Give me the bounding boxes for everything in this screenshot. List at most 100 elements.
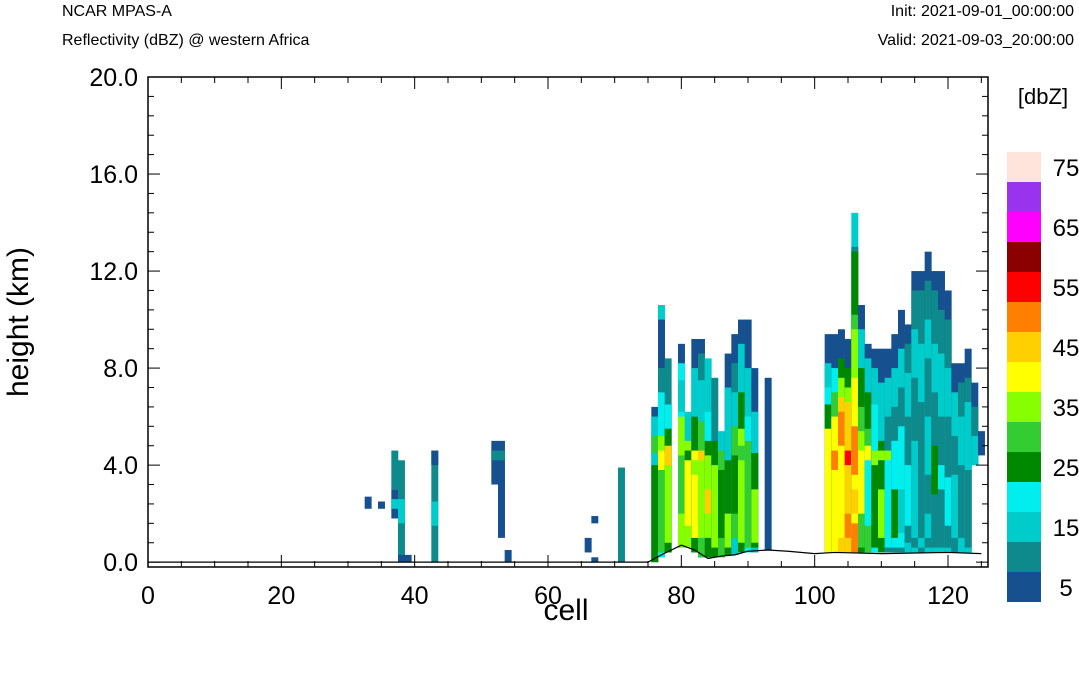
colorbar-label: 65: [1053, 215, 1079, 242]
terrain-profile: [148, 544, 982, 563]
reflectivity-cell: [691, 460, 699, 475]
reflectivity-cell: [731, 455, 739, 514]
reflectivity-cell: [824, 428, 832, 553]
reflectivity-cell: [704, 489, 712, 514]
reflectivity-cell: [904, 465, 912, 526]
x-tick-label: 120: [927, 582, 969, 610]
reflectivity-cell: [931, 445, 939, 495]
reflectivity-cell: [491, 440, 499, 485]
colorbar-swatch: [1007, 302, 1041, 332]
reflectivity-cell: [838, 411, 845, 446]
reflectivity-cell: [851, 489, 859, 514]
reflectivity-cell: [851, 329, 859, 354]
colorbar: [dbZ] 5 15 25 35 45 55 65 75: [1007, 84, 1079, 602]
plot-frame: [147, 76, 989, 568]
reflectivity-cell: [378, 501, 385, 509]
reflectivity-cell: [851, 426, 859, 475]
reflectivity-cell: [504, 550, 512, 563]
colorbar-label: 55: [1053, 275, 1079, 302]
reflectivity-cell: [698, 450, 705, 461]
colorbar-swatch: [1007, 482, 1041, 512]
model-label: NCAR MPAS-A: [62, 3, 172, 20]
reflectivity-cell: [831, 416, 839, 553]
reflectivity-cell: [651, 436, 659, 453]
reflectivity-cell: [664, 445, 672, 466]
colorbar-label: 5: [1059, 575, 1072, 602]
reflectivity-cell: [691, 450, 699, 538]
reflectivity-cell: [851, 523, 859, 553]
reflectivity-cell: [664, 404, 672, 429]
colorbar-swatch: [1007, 362, 1041, 392]
colorbar-swatch: [1007, 272, 1041, 302]
reflectivity-cell: [951, 474, 959, 538]
y-tick-label: 8.0: [103, 355, 138, 383]
reflectivity-cell: [764, 377, 772, 551]
reflectivity-cell: [664, 452, 672, 543]
reflectivity-cell: [844, 450, 852, 470]
reflectivity-cell: [884, 450, 892, 461]
colorbar-swatch: [1007, 572, 1041, 602]
reflectivity-cell: [744, 440, 752, 548]
reflectivity-cell: [391, 450, 399, 490]
reflectivity-cell: [724, 513, 732, 548]
colorbar-label: 75: [1053, 155, 1079, 182]
reflectivity-cell: [891, 489, 899, 538]
reflectivity-cell: [684, 450, 692, 461]
reflectivity-cell: [618, 467, 625, 563]
reflectivity-cell: [658, 319, 665, 369]
reflectivity-cell: [658, 450, 665, 470]
x-tick-label: 100: [794, 582, 836, 610]
reflectivity-cell: [751, 489, 759, 543]
reflectivity-cell: [498, 440, 505, 538]
colorbar-swatch: [1007, 392, 1041, 422]
y-tick-label: 12.0: [89, 258, 138, 286]
reflectivity-cell: [738, 445, 745, 461]
reflectivity-cell: [431, 501, 439, 526]
reflectivity-cell: [924, 474, 932, 514]
reflectivity-cell: [858, 431, 865, 451]
reflectivity-cell: [858, 440, 865, 514]
reflectivity-cell: [698, 455, 705, 538]
colorbar-label: 35: [1053, 395, 1079, 422]
y-tick-label: 4.0: [103, 452, 138, 480]
colorbar-label: 25: [1053, 455, 1079, 482]
reflectivity-cell: [944, 477, 952, 526]
x-tick-label: 60: [534, 582, 562, 610]
reflectivity-cell: [498, 450, 505, 461]
reflectivity-cell: [898, 426, 905, 548]
reflectivity-cell: [738, 428, 745, 543]
x-tick-label: 80: [667, 582, 695, 610]
reflectivity-cell: [964, 469, 972, 548]
reflectivity-cell: [431, 450, 439, 466]
reflectivity-cell: [844, 513, 852, 538]
reflectivity-cell: [591, 557, 599, 563]
reflectivity-cell: [884, 455, 892, 548]
reflectivity-cell: [958, 465, 965, 538]
colorbar-swatch: [1007, 152, 1041, 182]
reflectivity-cell: [918, 402, 925, 538]
reflectivity-cell: [591, 516, 599, 524]
x-tick-label: 40: [401, 582, 429, 610]
x-tick-label: 20: [267, 582, 295, 610]
reflectivity-cell: [711, 465, 719, 548]
reflectivity-cell: [871, 450, 879, 548]
axis-ticks: 0 20 40 60 80 100 120 0.0 4.0 8.0 12.0 16.0 20.0: [89, 64, 988, 610]
x-tick-label: 0: [141, 582, 155, 610]
colorbar-swatch: [1007, 512, 1041, 542]
terrain-line: [148, 544, 982, 563]
colorbar-label: 15: [1053, 515, 1079, 542]
y-tick-label: 0.0: [103, 549, 138, 577]
reflectivity-cell: [658, 436, 665, 451]
colorbar-swatch: [1007, 422, 1041, 452]
field-label: Reflectivity (dBZ) @ western Africa: [62, 32, 310, 49]
colorbar-swatch: [1007, 242, 1041, 272]
y-axis-label: height (km): [2, 247, 35, 397]
colorbar-swatch: [1007, 212, 1041, 242]
y-tick-label: 16.0: [89, 161, 138, 189]
reflectivity-cell: [584, 537, 592, 553]
reflectivity-cell: [878, 489, 885, 538]
init-time: Init: 2021-09-01_00:00:00: [891, 3, 1074, 20]
reflectivity-cell: [364, 496, 372, 509]
reflectivity-cell: [864, 445, 872, 461]
reflectivity-cell: [898, 489, 905, 534]
